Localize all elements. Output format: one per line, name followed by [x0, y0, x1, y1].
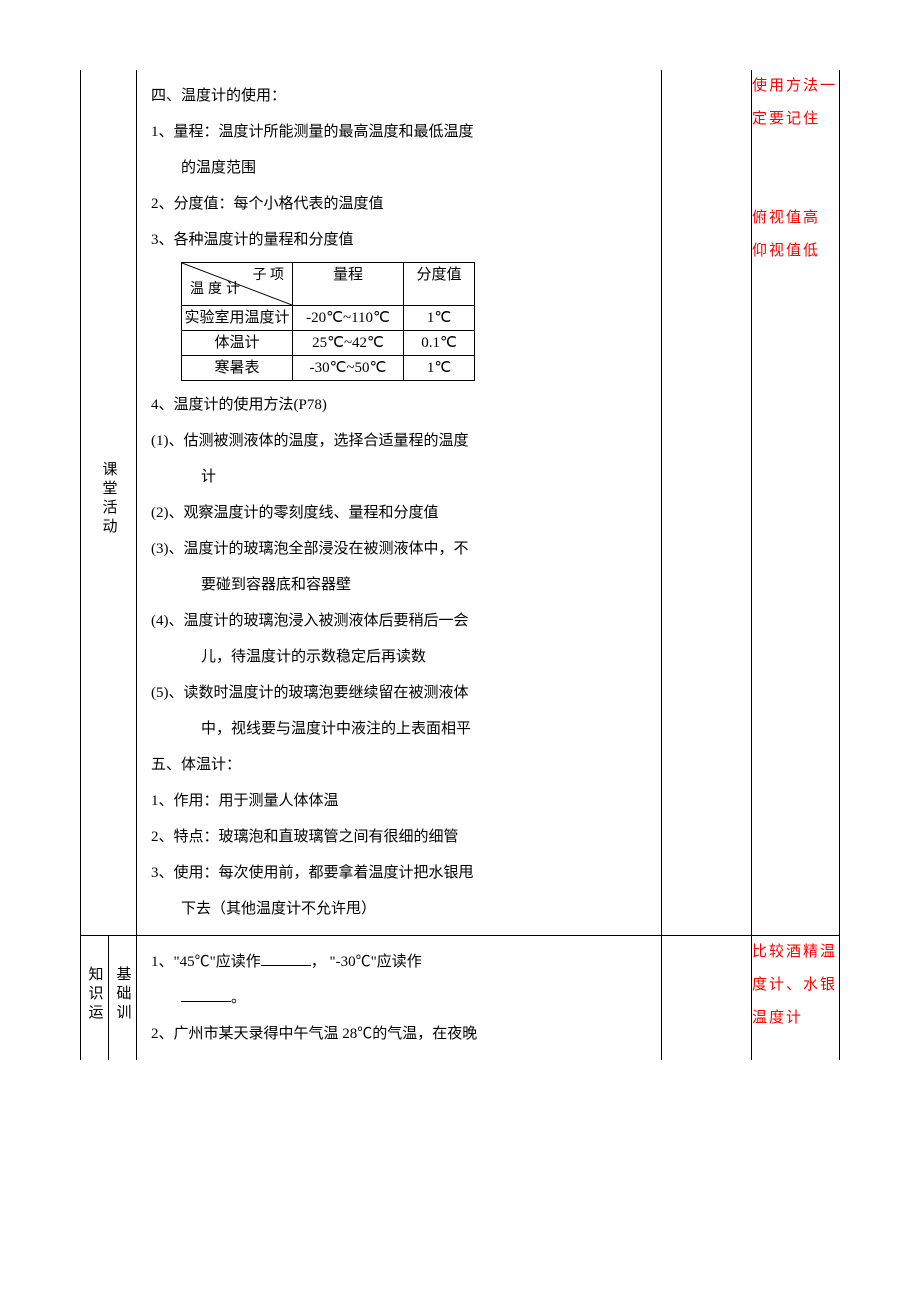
s1-p4-5b: 中，视线要与温度计中液注的上表面相平 [151, 711, 647, 747]
s1-p4-3a: (3)、温度计的玻璃泡全部浸没在被测液体中，不 [151, 531, 647, 567]
section1-content-cell: 四、温度计的使用： 1、量程：温度计所能测量的最高温度和最低温度 的温度范围 2… [137, 70, 662, 936]
blank-2 [181, 986, 231, 1002]
note-look-down: 俯视值高 [752, 202, 839, 235]
q1-line2: 。 [151, 980, 647, 1016]
cell: 1℃ [404, 356, 475, 381]
q1a: 1、"45℃"应读作 [151, 954, 261, 970]
section1-label-cell: 课堂活动 [81, 70, 137, 936]
page: 课堂活动 四、温度计的使用： 1、量程：温度计所能测量的最高温度和最低温度 的温… [0, 0, 920, 1120]
cell: -30℃~50℃ [293, 356, 404, 381]
s1-p4-1a: (1)、估测被测液体的温度，选择合适量程的温度 [151, 423, 647, 459]
col-range: 量程 [293, 263, 404, 306]
section2-content-cell: 1、"45℃"应读作 ， "-30℃"应读作 。 2、广州市某天录得中午气温 28… [137, 936, 662, 1061]
s1-p5-2: 2、特点：玻璃泡和直玻璃管之间有很细的细管 [151, 819, 647, 855]
cell: -20℃~110℃ [293, 306, 404, 331]
diag-bot-label: 温度计 [190, 279, 244, 301]
q2: 2、广州市某天录得中午气温 28℃的气温，在夜晚 [151, 1016, 647, 1052]
section1-content: 四、温度计的使用： 1、量程：温度计所能测量的最高温度和最低温度 的温度范围 2… [137, 70, 661, 935]
s1-p5-3a: 3、使用：每次使用前，都要拿着温度计把水银甩 [151, 855, 647, 891]
s1-p4-4b: 儿，待温度计的示数稳定后再读数 [151, 639, 647, 675]
section2-label1-cell: 知识运 [81, 936, 109, 1061]
table-row: 实验室用温度计 -20℃~110℃ 1℃ [182, 306, 475, 331]
note-compare: 比较酒精温度计、水银温度计 [752, 936, 839, 1035]
section2-label1: 知识运 [83, 966, 107, 1023]
cell: 0.1℃ [404, 331, 475, 356]
table-row: 子 项 温度计 量程 分度值 [182, 263, 475, 306]
s1-p1b: 的温度范围 [151, 150, 647, 186]
main-table: 课堂活动 四、温度计的使用： 1、量程：温度计所能测量的最高温度和最低温度 的温… [80, 70, 840, 1060]
s1-p4-2: (2)、观察温度计的零刻度线、量程和分度值 [151, 495, 647, 531]
thermometer-table: 子 项 温度计 量程 分度值 实验室用温度计 -20℃~110℃ 1℃ [181, 262, 475, 381]
section2-notes-cell: 比较酒精温度计、水银温度计 [752, 936, 840, 1061]
text: (3)、温度计的玻璃泡全部浸没在被测液体中，不 [151, 541, 469, 557]
section2-label2-cell: 基础训 [109, 936, 137, 1061]
s1-p4-5a: (5)、读数时温度计的玻璃泡要继续留在被测液体 [151, 675, 647, 711]
s1-p4-4a: (4)、温度计的玻璃泡浸入被测液体后要稍后一会 [151, 603, 647, 639]
heading-5: 五、体温计： [151, 747, 647, 783]
q1: 1、"45℃"应读作 ， "-30℃"应读作 [151, 944, 647, 980]
cell: 实验室用温度计 [182, 306, 293, 331]
cell: 1℃ [404, 306, 475, 331]
cell: 25℃~42℃ [293, 331, 404, 356]
s1-p3: 3、各种温度计的量程和分度值 [151, 222, 647, 258]
s1-p5-1: 1、作用：用于测量人体体温 [151, 783, 647, 819]
s1-p4-1b: 计 [151, 459, 647, 495]
q1c: 。 [231, 990, 246, 1006]
diag-top-label: 子 项 [253, 265, 285, 287]
cell: 体温计 [182, 331, 293, 356]
table-row: 寒暑表 -30℃~50℃ 1℃ [182, 356, 475, 381]
s1-p1: 1、量程：温度计所能测量的最高温度和最低温度 [151, 114, 647, 150]
table-row: 体温计 25℃~42℃ 0.1℃ [182, 331, 475, 356]
s1-p4-3b: 要碰到容器底和容器壁 [151, 567, 647, 603]
s1-p4: 4、温度计的使用方法(P78) [151, 387, 647, 423]
note-look-up: 仰视值低 [752, 235, 839, 268]
section1-label: 课堂活动 [97, 461, 121, 537]
section2-content: 1、"45℃"应读作 ， "-30℃"应读作 。 2、广州市某天录得中午气温 28… [137, 936, 661, 1060]
section2-empty-cell [662, 936, 752, 1061]
q2-text: 2、广州市某天录得中午气温 28℃的气温，在夜晚 [151, 1026, 477, 1042]
cell: 寒暑表 [182, 356, 293, 381]
section2-label2: 基础训 [111, 966, 135, 1023]
heading-4: 四、温度计的使用： [151, 78, 647, 114]
blank-1 [261, 950, 311, 966]
s1-p2: 2、分度值：每个小格代表的温度值 [151, 186, 647, 222]
section1-notes-cell: 使用方法一定要记住 俯视值高 仰视值低 [752, 70, 840, 936]
section1-empty-cell [662, 70, 752, 936]
q1b: ， "-30℃"应读作 [311, 954, 422, 970]
diag-header: 子 项 温度计 [182, 263, 293, 306]
col-division: 分度值 [404, 263, 475, 306]
note-usage: 使用方法一定要记住 [752, 70, 839, 136]
s1-p5-3b: 下去（其他温度计不允许甩） [151, 891, 647, 927]
